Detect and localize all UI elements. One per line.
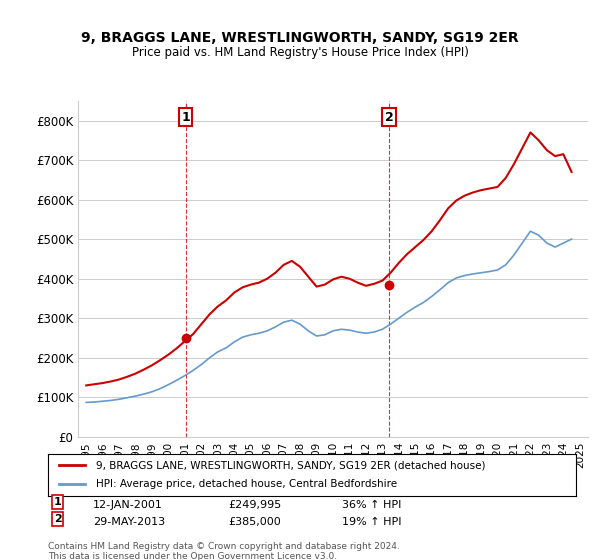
Text: Contains HM Land Registry data © Crown copyright and database right 2024.
This d: Contains HM Land Registry data © Crown c… [48, 542, 400, 560]
Text: 1: 1 [54, 497, 62, 507]
Text: 9, BRAGGS LANE, WRESTLINGWORTH, SANDY, SG19 2ER (detached house): 9, BRAGGS LANE, WRESTLINGWORTH, SANDY, S… [95, 460, 485, 470]
Text: £385,000: £385,000 [228, 517, 281, 527]
Text: 12-JAN-2001: 12-JAN-2001 [93, 500, 163, 510]
Text: Price paid vs. HM Land Registry's House Price Index (HPI): Price paid vs. HM Land Registry's House … [131, 46, 469, 59]
Text: 19% ↑ HPI: 19% ↑ HPI [342, 517, 401, 527]
Text: HPI: Average price, detached house, Central Bedfordshire: HPI: Average price, detached house, Cent… [95, 479, 397, 489]
Text: 2: 2 [54, 514, 62, 524]
Text: 29-MAY-2013: 29-MAY-2013 [93, 517, 165, 527]
Text: 9, BRAGGS LANE, WRESTLINGWORTH, SANDY, SG19 2ER: 9, BRAGGS LANE, WRESTLINGWORTH, SANDY, S… [81, 31, 519, 45]
Text: £249,995: £249,995 [228, 500, 281, 510]
Text: 36% ↑ HPI: 36% ↑ HPI [342, 500, 401, 510]
Text: 1: 1 [181, 111, 190, 124]
Text: 2: 2 [385, 111, 394, 124]
